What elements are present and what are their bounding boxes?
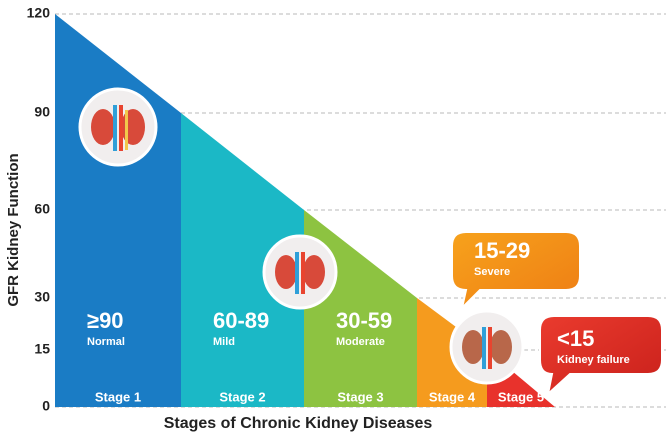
stage-sublabel: Kidney failure bbox=[557, 354, 630, 366]
labels: 0 15 30 60 90 120 Stage 1 ≥90 Normal Stage 2 60-89… bbox=[27, 5, 630, 414]
kidney-icon bbox=[262, 234, 338, 310]
y-tick-label: 120 bbox=[27, 5, 51, 21]
y-tick-label: 60 bbox=[34, 201, 50, 217]
range-label: 60-89 bbox=[213, 308, 269, 333]
stage-label: Stage 1 bbox=[95, 389, 141, 404]
callout-severe bbox=[451, 231, 581, 312]
x-axis-label: Stages of Chronic Kidney Diseases bbox=[164, 415, 433, 432]
stage-sublabel: Moderate bbox=[336, 336, 385, 348]
y-tick-label: 90 bbox=[34, 104, 50, 120]
callout-failure bbox=[539, 315, 663, 397]
range-label: 30-59 bbox=[336, 308, 392, 333]
stage-sublabel: Normal bbox=[87, 336, 125, 348]
range-label: 15-29 bbox=[474, 238, 530, 263]
stage-label: Stage 2 bbox=[219, 389, 265, 404]
stage-label: Stage 4 bbox=[429, 389, 476, 404]
y-tick-label: 0 bbox=[42, 398, 50, 414]
y-axis-label: GFR Kidney Function bbox=[5, 153, 22, 306]
stage-label: Stage 5 bbox=[498, 389, 544, 404]
kidney-icon bbox=[449, 309, 525, 385]
stage-area bbox=[55, 14, 181, 407]
y-tick-label: 30 bbox=[34, 289, 50, 305]
y-tick-label: 15 bbox=[34, 341, 50, 357]
range-label: <15 bbox=[557, 326, 594, 351]
kidney-icon bbox=[78, 87, 158, 167]
range-label: ≥90 bbox=[87, 308, 124, 333]
stage-label: Stage 3 bbox=[337, 389, 383, 404]
stage-sublabel: Severe bbox=[474, 266, 510, 278]
stage-area bbox=[181, 113, 304, 407]
stage-sublabel: Mild bbox=[213, 336, 235, 348]
